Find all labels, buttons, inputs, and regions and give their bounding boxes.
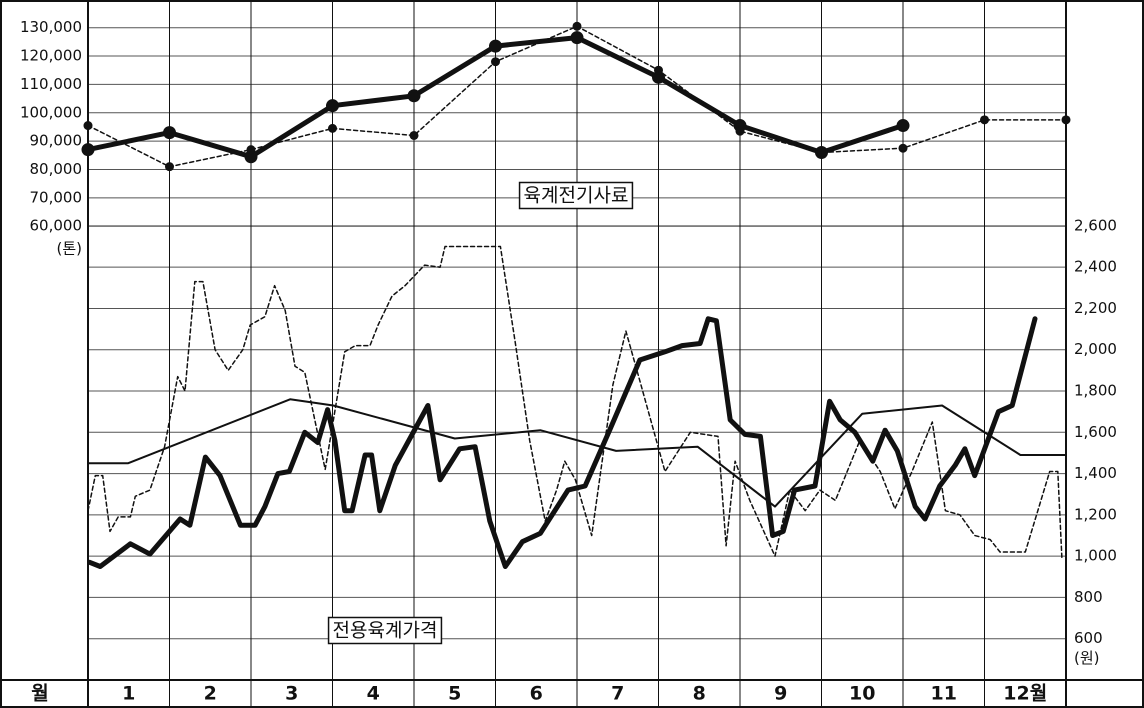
data-point: [489, 39, 502, 53]
data-point: [328, 123, 337, 133]
y2-tick-label: 1,000: [1074, 547, 1117, 565]
y-tick-label: 120,000: [20, 47, 82, 65]
annotation-box: [327, 616, 443, 645]
x-tick-label: 5: [448, 683, 461, 705]
x-tick-label: 7: [611, 683, 624, 705]
x-tick-label: 3: [285, 683, 298, 705]
data-point: [163, 126, 176, 140]
annotation-box: [518, 181, 634, 210]
y2-unit: (원): [1074, 649, 1100, 667]
x-tick-label: 10: [849, 683, 875, 705]
series-line: [87, 245, 1063, 559]
y2-tick-label: 800: [1074, 588, 1103, 606]
y2-tick-label: 1,400: [1074, 464, 1117, 482]
data-point: [83, 121, 93, 131]
data-point: [570, 31, 584, 45]
annotation: 육계전기사료: [518, 181, 634, 210]
data-point: [896, 119, 910, 133]
x-tick-label: 2: [204, 683, 217, 705]
y-tick-label: 70,000: [30, 188, 83, 206]
data-point: [654, 65, 663, 75]
data-point: [326, 99, 339, 113]
y2-tick-label: 1,600: [1074, 423, 1117, 441]
y-unit: (톤): [56, 240, 82, 258]
x-tick-label: 11: [931, 683, 957, 705]
y-tick-label: 80,000: [30, 160, 83, 178]
annotation: 전용육계가격: [327, 616, 443, 645]
y2-tick-label: 2,200: [1074, 299, 1117, 317]
x-tick-label: 8: [693, 683, 706, 705]
y-tick-label: 90,000: [30, 132, 83, 150]
data-point: [817, 147, 826, 157]
y2-tick-label: 2,400: [1074, 258, 1117, 276]
data-point: [409, 130, 419, 140]
y-tick-label: 130,000: [20, 18, 82, 36]
data-point: [244, 150, 258, 164]
data-point: [735, 126, 745, 136]
data-point: [1061, 115, 1071, 125]
data-point: [980, 115, 989, 125]
x-axis-label: 월: [31, 683, 48, 705]
data-point: [652, 70, 665, 84]
data-point: [572, 21, 582, 31]
y2-tick-label: 2,600: [1074, 216, 1117, 234]
series-line: [87, 316, 1038, 569]
y2-tick-label: 600: [1074, 629, 1103, 647]
x-tick-label: 4: [367, 683, 380, 705]
data-point: [491, 57, 500, 67]
data-point: [81, 143, 95, 157]
x-tick-label: 9: [774, 683, 787, 705]
data-point: [165, 162, 174, 172]
x-tick-label: 6: [530, 683, 543, 705]
annotation-text: 전용육계가격: [333, 620, 438, 642]
data-point: [898, 143, 908, 153]
data-point: [246, 145, 256, 155]
data-point: [407, 89, 421, 103]
series-line: [87, 398, 1067, 508]
y-tick-label: 60,000: [30, 217, 83, 235]
annotation-text: 육계전기사료: [524, 185, 629, 207]
x-tick-label: 1: [122, 683, 135, 705]
y2-tick-label: 2,000: [1074, 340, 1117, 358]
x-tick-label: 12월: [1003, 683, 1047, 705]
y2-tick-label: 1,200: [1074, 505, 1117, 523]
y-tick-label: 100,000: [20, 103, 82, 121]
y-tick-label: 110,000: [20, 75, 82, 93]
y2-tick-label: 1,800: [1074, 382, 1117, 400]
